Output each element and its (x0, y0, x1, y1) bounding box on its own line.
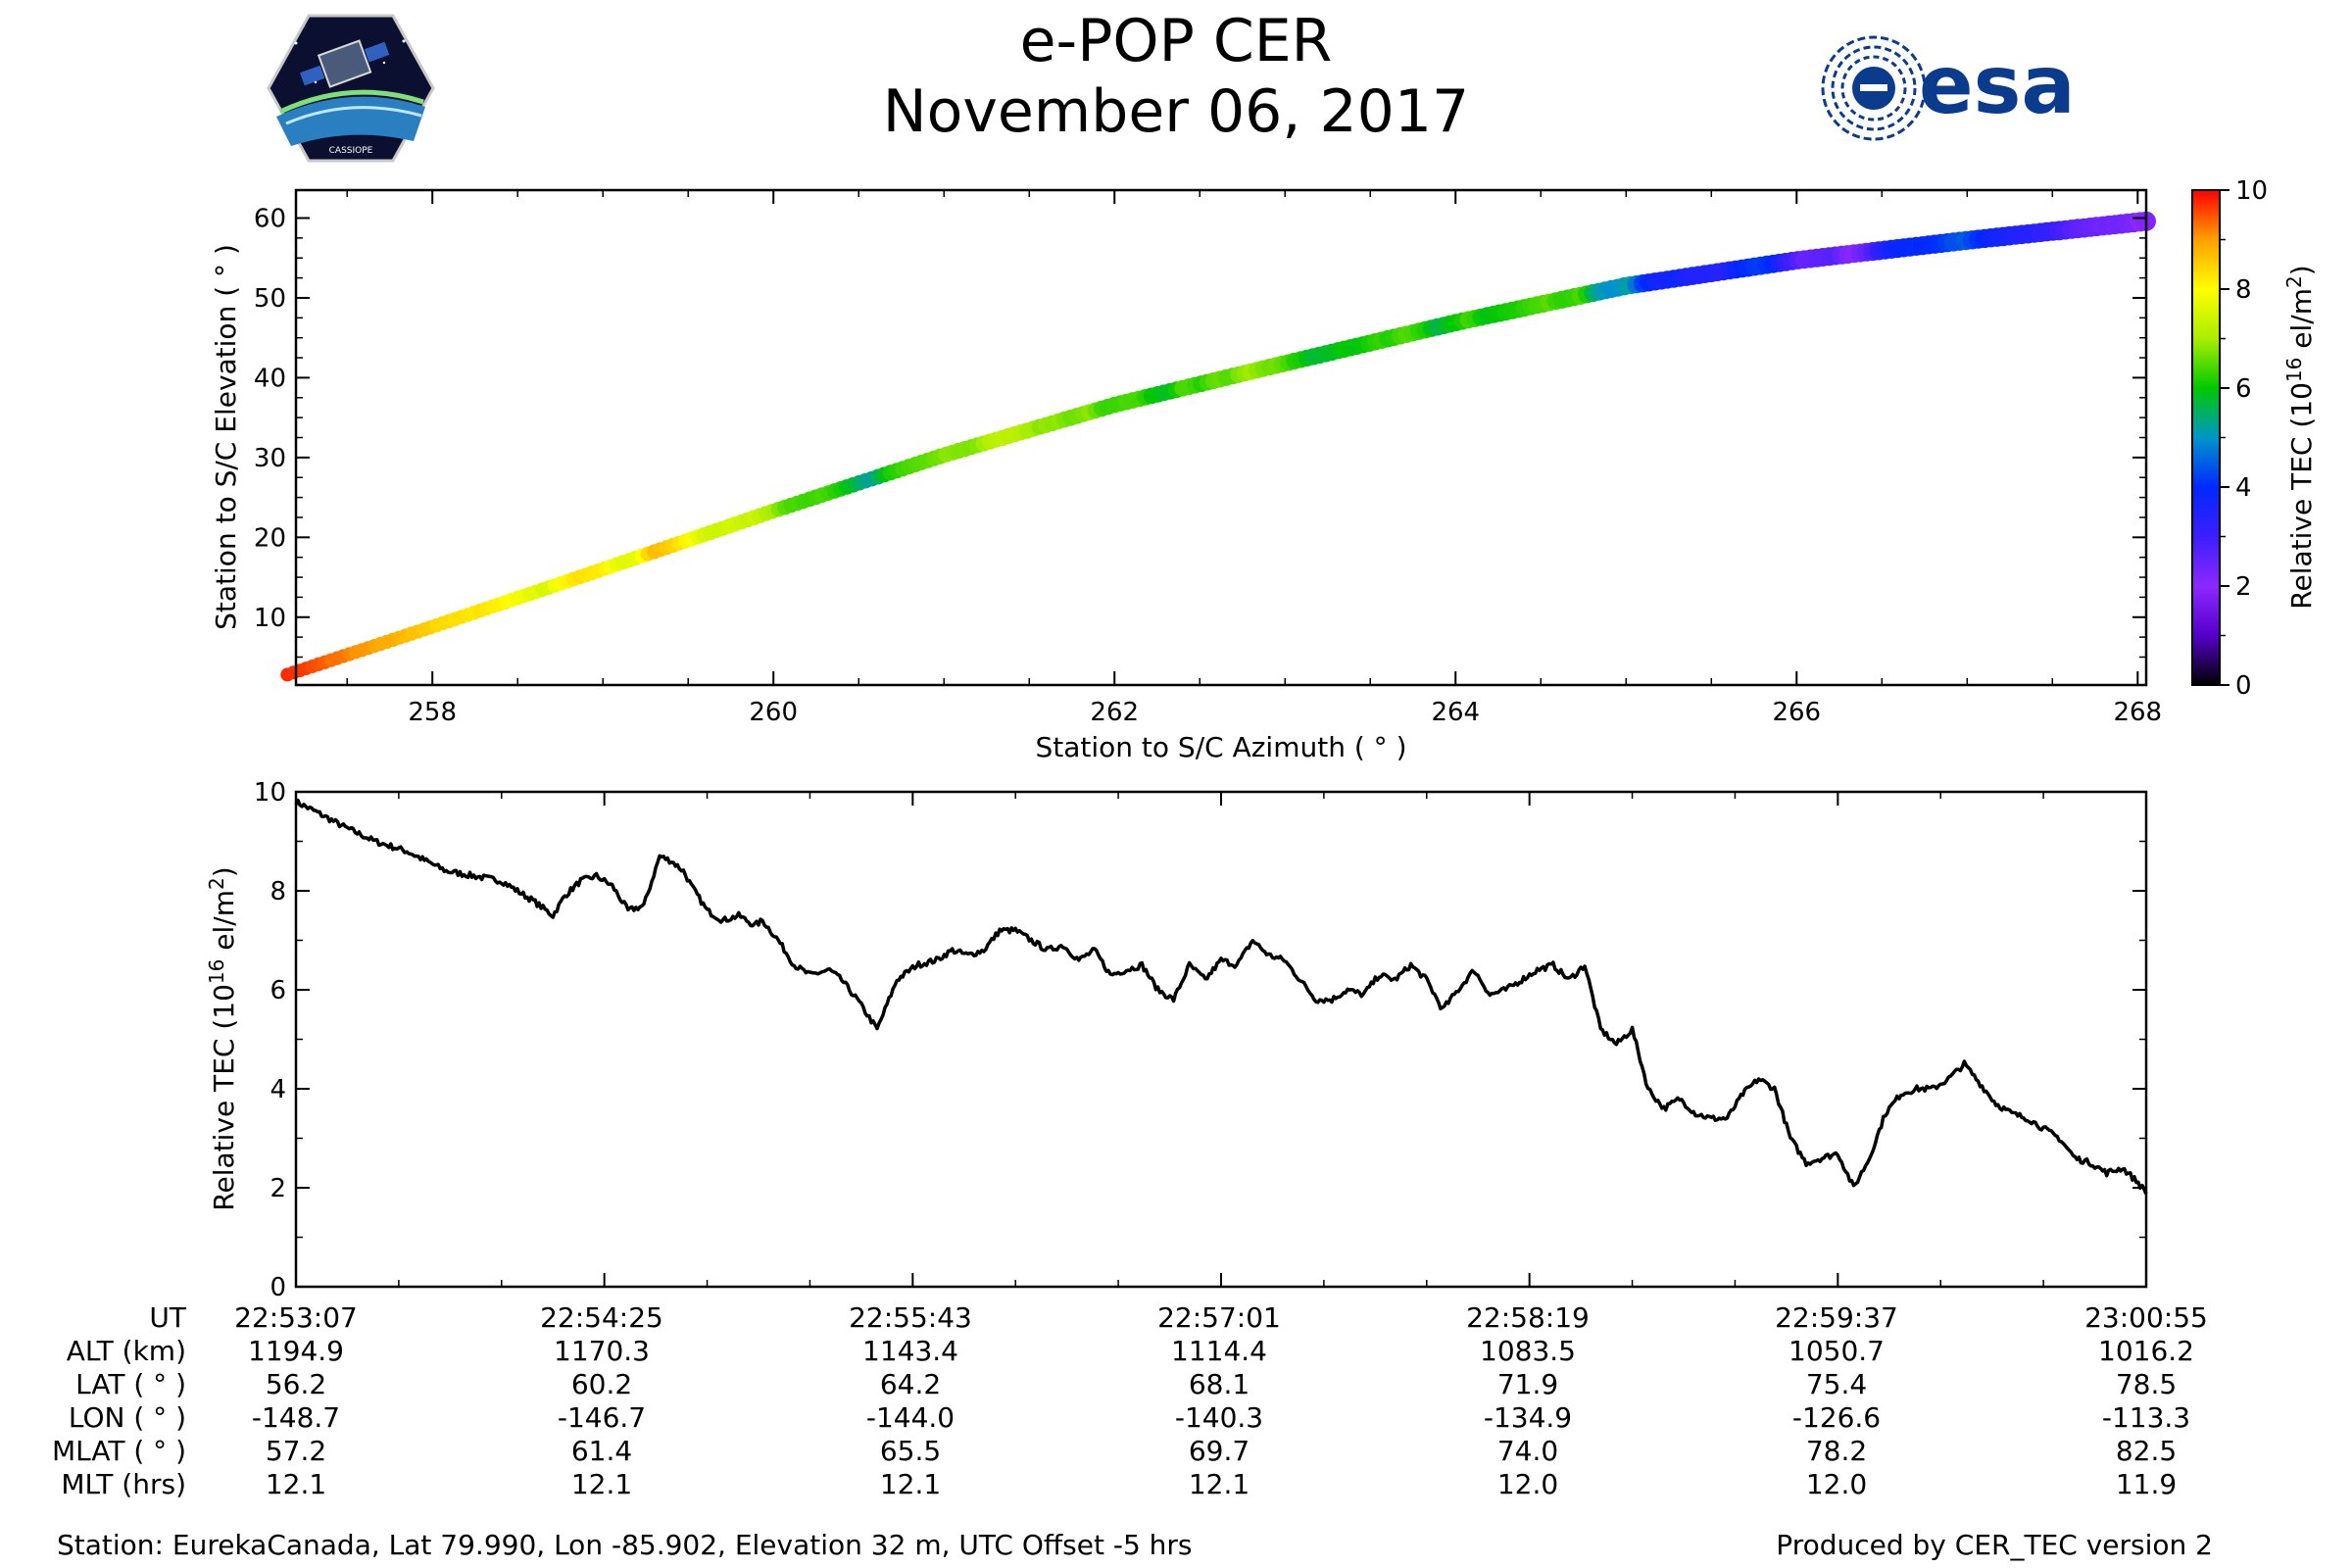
tec-series-line (294, 798, 2148, 1196)
title-line-mission: e-POP CER (1019, 7, 1333, 75)
table-cell: 12.1 (570, 1468, 633, 1500)
colorbar-tick-label: 2 (2235, 572, 2252, 602)
x-tick-label: 260 (749, 698, 798, 727)
colorbar-tick-label: 4 (2235, 473, 2252, 503)
colorbar-tick-label: 0 (2235, 671, 2252, 701)
table-row-label: MLAT ( ° ) (51, 1435, 186, 1467)
y-tick-label: 20 (254, 523, 286, 553)
y-tick-label: 60 (254, 205, 286, 234)
elevation-plot-ticks: 258 260 262 264 266 268 10 20 30 40 50 60 (254, 190, 2162, 727)
table-cell: -126.6 (1791, 1401, 1882, 1434)
table-cell: 65.5 (879, 1435, 942, 1467)
x-tick-label: 266 (1772, 698, 1821, 727)
colorbar-tick-label: 8 (2235, 275, 2252, 305)
table-cell: 12.0 (1805, 1468, 1868, 1500)
table-row-label: ALT (km) (66, 1335, 186, 1367)
table-cell: 1016.2 (2098, 1335, 2194, 1367)
cassiope-logo-text: CASSIOPE (329, 146, 373, 156)
x-tick-label: 262 (1090, 698, 1139, 727)
colorbar-ticks: 0 2 4 6 8 10 (2220, 176, 2268, 701)
table-cell: 71.9 (1496, 1368, 1559, 1400)
table-cell: 57.2 (265, 1435, 327, 1467)
table-cell: 78.5 (2115, 1368, 2178, 1400)
x-tick-label: 264 (1431, 698, 1480, 727)
table-cell: 82.5 (2115, 1435, 2178, 1467)
table-cell: 12.1 (879, 1468, 942, 1500)
table-cell: 1050.7 (1788, 1335, 1885, 1367)
x-tick-label: 258 (408, 698, 457, 727)
y-tick-label: 8 (270, 877, 286, 906)
esa-logo-text: esa (1919, 39, 2076, 132)
table-row-label: MLT (hrs) (61, 1468, 186, 1500)
table-cell: 12.0 (1496, 1468, 1559, 1500)
producer-credit: Produced by CER_TEC version 2 (1776, 1529, 2213, 1561)
y-tick-label: 2 (270, 1174, 286, 1203)
y-tick-label: 40 (254, 364, 286, 393)
table-cell: 22:58:19 (1466, 1301, 1590, 1334)
table-cell: 22:53:07 (234, 1301, 358, 1334)
table-cell: 69.7 (1188, 1435, 1250, 1467)
y-tick-label: 10 (254, 778, 286, 808)
station-info: Station: EurekaCanada, Lat 79.990, Lon -… (57, 1529, 1193, 1561)
table-row-label: LON ( ° ) (68, 1401, 186, 1434)
table-row-label: LAT ( ° ) (75, 1368, 186, 1400)
y-tick-label: 6 (270, 976, 286, 1005)
colorbar-tick-label: 6 (2235, 374, 2252, 404)
table-cell: 75.4 (1805, 1368, 1868, 1400)
y-tick-label: 50 (254, 284, 286, 314)
tec-axis-label: Relative TEC (1016 el/m2) (205, 866, 240, 1210)
table-cell: 64.2 (879, 1368, 942, 1400)
table-cell: 56.2 (265, 1368, 327, 1400)
y-tick-label: 10 (254, 604, 286, 633)
elevation-axis-label: Station to S/C Elevation ( ° ) (210, 244, 242, 630)
table-cell: 23:00:55 (2084, 1301, 2208, 1334)
table-row-label: UT (149, 1301, 186, 1334)
table-cell: -144.0 (865, 1401, 956, 1434)
esa-logo: esa (1821, 35, 2076, 141)
table-cell: 74.0 (1496, 1435, 1559, 1467)
table-cell: 1083.5 (1480, 1335, 1576, 1367)
table-cell: 22:55:43 (849, 1301, 972, 1334)
table-cell: 22:57:01 (1157, 1301, 1281, 1334)
tec-plot-ticks: 0 2 4 6 8 10 (254, 778, 2147, 1302)
azimuth-axis-label: Station to S/C Azimuth ( ° ) (1035, 731, 1406, 763)
tec-plot-frame (294, 790, 2148, 1289)
table-cell: 1114.4 (1171, 1335, 1267, 1367)
x-tick-label: 268 (2113, 698, 2162, 727)
table-cell: 68.1 (1188, 1368, 1250, 1400)
table-cell: 22:54:25 (540, 1301, 663, 1334)
elevation-azimuth-panel: 258 260 262 264 266 268 10 20 30 40 50 60 Station t… (210, 188, 2162, 763)
y-tick-label: 4 (270, 1075, 286, 1104)
table-cell: 11.9 (2115, 1468, 2178, 1500)
table-cell: -113.3 (2101, 1401, 2191, 1434)
table-cell: 61.4 (570, 1435, 633, 1467)
table-cell: -146.7 (557, 1401, 647, 1434)
table-cell: 22:59:37 (1775, 1301, 1898, 1334)
y-tick-label: 0 (270, 1273, 286, 1302)
table-cell: 1170.3 (554, 1335, 650, 1367)
colorbar-label: Relative TEC (1016 el/m2) (2282, 265, 2318, 609)
tec-colorbar: 0 2 4 6 8 10 Relative TEC (1016 el/m2) (2191, 176, 2318, 701)
figure-title: e-POP CER November 06, 2017 (0, 6, 2352, 147)
table-cell: 78.2 (1805, 1435, 1868, 1467)
y-tick-label: 30 (254, 444, 286, 473)
table-cell: 60.2 (570, 1368, 633, 1400)
table-cell: 12.1 (1188, 1468, 1250, 1500)
elevation-plot-frame (294, 188, 2148, 687)
tec-time-panel: 0 2 4 6 8 10 Relative TEC (1016 el/m2) (205, 778, 2148, 1302)
cassiope-mission-logo: CASSIOPE (267, 14, 435, 163)
table-cell: -134.9 (1483, 1401, 1573, 1434)
table-cell: 1143.4 (862, 1335, 958, 1367)
elevation-azimuth-points (280, 211, 2156, 682)
title-line-date: November 06, 2017 (882, 77, 1470, 146)
colorbar-tick-label: 10 (2235, 176, 2268, 206)
orbit-info-table: UT 22:53:07 22:54:25 22:55:43 22:57:01 22:58:… (0, 1294, 2352, 1529)
table-cell: 1194.9 (248, 1335, 344, 1367)
table-cell: -140.3 (1174, 1401, 1264, 1434)
colorbar-gradient (2191, 189, 2221, 686)
table-cell: -148.7 (251, 1401, 341, 1434)
table-cell: 12.1 (265, 1468, 327, 1500)
